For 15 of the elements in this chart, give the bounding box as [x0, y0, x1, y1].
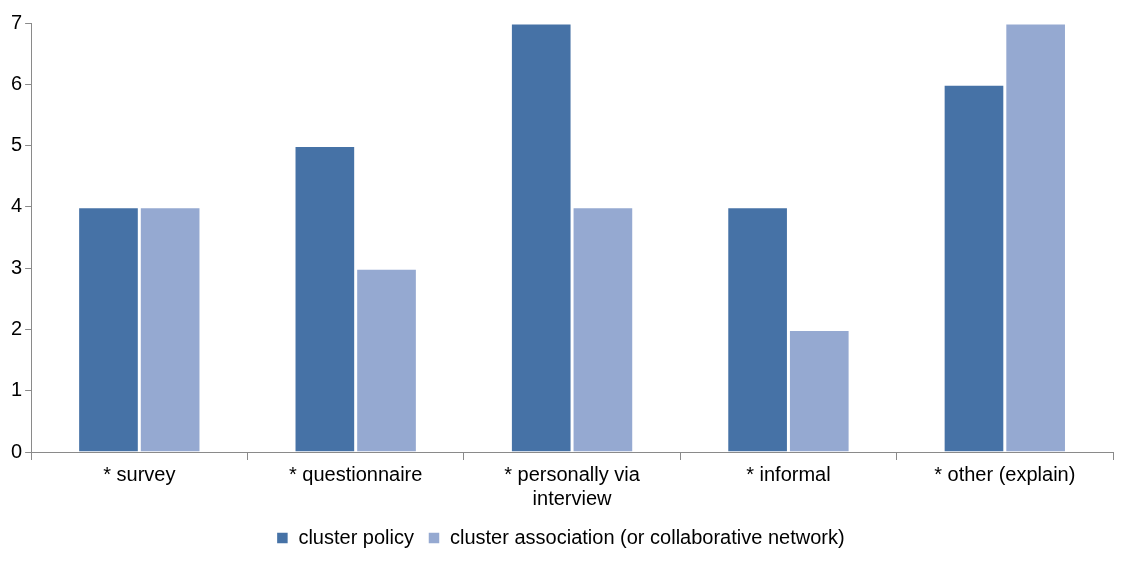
legend-label: cluster association (or collaborative network) — [449, 525, 845, 548]
x-tick-label: * survey — [103, 462, 176, 485]
y-tick-label: 6 — [11, 71, 23, 94]
x-tick-label: * personally via interview — [504, 462, 641, 509]
y-tick-label: 5 — [11, 133, 23, 156]
y-tick-label: 4 — [11, 194, 23, 217]
y-tick-label: 1 — [11, 378, 23, 401]
y-tick-label: 3 — [11, 255, 23, 278]
x-tick-label: * other (explain) — [934, 462, 1076, 485]
x-tick-label: * informal — [746, 462, 831, 485]
legend-label: cluster policy — [298, 525, 415, 548]
x-tick-label: * questionnaire — [288, 462, 423, 485]
y-tick-label: 2 — [11, 316, 23, 339]
y-tick-label: 0 — [11, 439, 23, 462]
y-tick-label: 7 — [11, 10, 23, 33]
